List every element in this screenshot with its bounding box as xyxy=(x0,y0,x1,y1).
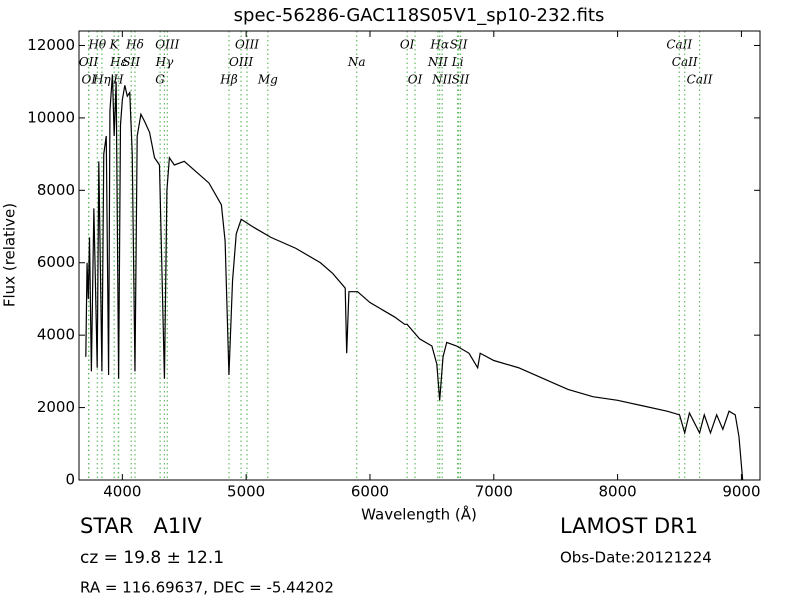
y-tick-label: 8000 xyxy=(37,181,75,199)
x-axis-label: Wavelength (Å) xyxy=(361,505,477,524)
coordinates: RA = 116.69637, DEC = -5.44202 xyxy=(80,579,334,597)
spectrum-line xyxy=(85,74,744,481)
x-tick-label: 7000 xyxy=(475,483,513,501)
spectral-line-label: CaII xyxy=(666,38,692,52)
spectral-line-label: SII xyxy=(452,73,470,87)
chart-title: spec-56286-GAC118S05V1_sp10-232.fits xyxy=(234,5,605,26)
spectral-line-label: CaII xyxy=(672,55,698,69)
x-tick-label: 4000 xyxy=(103,483,141,501)
spectral-line-label: OII xyxy=(79,55,99,69)
spectral-line-label: CaII xyxy=(687,73,713,87)
y-tick-label: 12000 xyxy=(27,36,75,54)
spectral-line-label: Li xyxy=(451,55,464,69)
spectral-line-label: Na xyxy=(347,55,366,69)
spectral-line-label: OI xyxy=(408,73,423,87)
spectral-line-label: Hε xyxy=(109,55,127,69)
spectral-line-label: Hβ xyxy=(219,73,237,87)
spectral-line-label: OI xyxy=(400,38,415,52)
redshift: cz = 19.8 ± 12.1 xyxy=(80,548,224,568)
x-tick-label: 6000 xyxy=(351,483,389,501)
survey: LAMOST DR1 xyxy=(560,514,698,538)
y-tick-label: 0 xyxy=(65,471,75,489)
spectral-line-label: Hη xyxy=(92,73,111,87)
y-tick-label: 4000 xyxy=(37,326,75,344)
spectral-line-label: Hγ xyxy=(155,55,174,69)
spectral-line-label: Hδ xyxy=(125,38,144,52)
y-tick-label: 2000 xyxy=(37,398,75,416)
spectral-line-label: OIII xyxy=(229,55,253,69)
plot-frame xyxy=(78,30,761,481)
spectral-line-label: Mg xyxy=(257,73,278,87)
x-tick-label: 8000 xyxy=(599,483,637,501)
object-class: STAR A1IV xyxy=(80,514,202,538)
spectral-line-label: K xyxy=(109,38,120,52)
obs-date: Obs-Date:20121224 xyxy=(560,549,712,567)
spectral-line-label: OI xyxy=(81,73,96,87)
spectral-line-label: H xyxy=(112,73,124,87)
spectral-line-label: Hα xyxy=(429,38,449,52)
spectral-line-label: SII xyxy=(122,55,140,69)
spectral-line-label: SII xyxy=(450,38,468,52)
spectral-line-label: OIII xyxy=(235,38,259,52)
spectral-line-label: OIII xyxy=(155,38,179,52)
spectral-line-label: Hθ xyxy=(87,38,106,52)
spectral-line-label: NII xyxy=(431,73,452,87)
spectral-line-label: G xyxy=(155,73,165,87)
y-tick-label: 6000 xyxy=(37,253,75,271)
x-tick-label: 9000 xyxy=(722,483,760,501)
y-tick-label: 10000 xyxy=(27,108,75,126)
y-axis-label: Flux (relative) xyxy=(1,203,19,307)
x-tick-label: 5000 xyxy=(227,483,265,501)
spectral-line-label: NII xyxy=(427,55,448,69)
